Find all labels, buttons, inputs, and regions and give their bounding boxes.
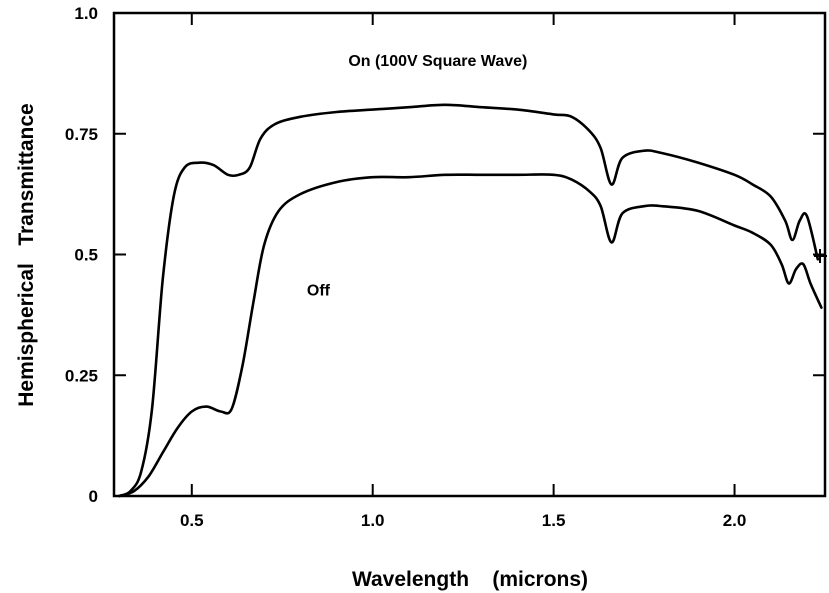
x-axis-title: Wavelength (microns) bbox=[352, 568, 588, 591]
x-tick-label: 1.0 bbox=[361, 511, 385, 530]
x-tick-label: 0.5 bbox=[180, 511, 204, 530]
x-tick-label: 1.5 bbox=[542, 511, 566, 530]
annotation-off: Off bbox=[307, 283, 331, 300]
y-axis-title: Hemispherical Transmittance bbox=[15, 103, 38, 406]
y-tick-label: 0 bbox=[89, 487, 98, 506]
y-tick-label: 0.75 bbox=[65, 125, 98, 144]
plot-frame bbox=[112, 11, 827, 498]
x-tick-label: 2.0 bbox=[723, 511, 747, 530]
tick-marks bbox=[114, 12, 825, 497]
series-line-on bbox=[118, 103, 820, 498]
tick-labels: 0.5 1.0 1.5 2.0 0 0.25 0.5 0.75 1.0 bbox=[65, 4, 746, 530]
end-marker bbox=[814, 249, 827, 263]
y-tick-label: 1.0 bbox=[74, 4, 98, 23]
y-tick-label: 0.5 bbox=[74, 246, 98, 265]
series-layer bbox=[118, 103, 823, 498]
y-tick-label: 0.25 bbox=[65, 366, 98, 385]
series-line-off bbox=[118, 173, 823, 498]
annotations: On (100V Square Wave) Off bbox=[307, 53, 527, 299]
annotation-on: On (100V Square Wave) bbox=[348, 53, 527, 70]
